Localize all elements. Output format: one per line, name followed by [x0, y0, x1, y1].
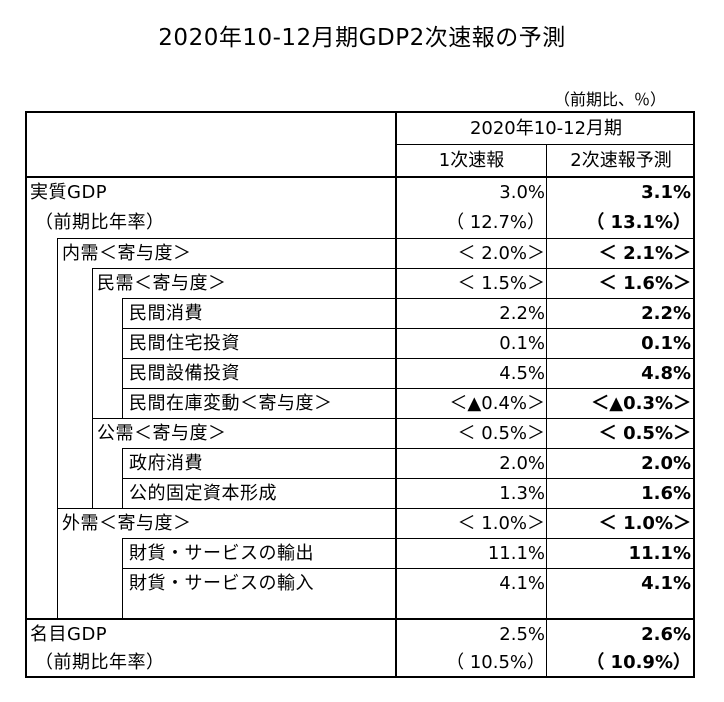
row-rule: [122, 328, 695, 329]
unit-note: （前期比、％）: [553, 90, 666, 109]
imports-second: 4.1%: [641, 573, 691, 594]
indent-rule: [122, 538, 123, 618]
nominal-gdp-second: 2.6%: [641, 624, 691, 645]
nominal-annualized-second: （ 10.9%）: [586, 652, 691, 673]
row-rule: [57, 508, 695, 509]
row-label-real-annualized: （前期比年率）: [35, 212, 165, 233]
real-gdp-second: 3.1%: [641, 182, 691, 203]
row-rule: [122, 568, 695, 569]
row-label-private-consumption: 民間消費: [129, 303, 203, 324]
real-annualized-first: （ 12.7%）: [446, 212, 545, 233]
external-demand-second: ＜ 1.0%＞: [598, 513, 691, 534]
row-label-private-inventory: 民間在庫変動＜寄与度＞: [129, 393, 333, 414]
row-rule: [122, 298, 695, 299]
page-title: 2020年10-12月期GDP2次速報の予測: [158, 25, 566, 51]
private-capex-first: 4.5%: [499, 363, 545, 384]
real-annualized-second: （ 13.1%）: [586, 212, 691, 233]
row-label-nominal-gdp: 名目GDP: [30, 624, 108, 645]
nominal-annualized-first: （ 10.5%）: [446, 652, 545, 673]
header-first-estimate: 1次速報: [438, 150, 505, 171]
row-label-public-investment: 公的固定資本形成: [129, 483, 277, 504]
row-label-domestic-demand: 内需＜寄与度＞: [62, 243, 192, 264]
header-period: 2020年10-12月期: [469, 118, 623, 139]
public-investment-first: 1.3%: [499, 483, 545, 504]
government-consumption-first: 2.0%: [499, 453, 545, 474]
indent-rule: [122, 448, 123, 508]
private-demand-first: ＜ 1.5%＞: [457, 273, 545, 294]
row-rule: [122, 388, 695, 389]
row-rule: [92, 418, 695, 419]
external-demand-first: ＜ 1.0%＞: [457, 513, 545, 534]
public-demand-first: ＜ 0.5%＞: [457, 423, 545, 444]
domestic-demand-second: ＜ 2.1%＞: [598, 243, 691, 264]
section-rule: [27, 618, 695, 620]
private-demand-second: ＜ 1.6%＞: [598, 273, 691, 294]
row-rule: [57, 238, 695, 239]
private-consumption-first: 2.2%: [499, 303, 545, 324]
public-demand-second: ＜ 0.5%＞: [598, 423, 691, 444]
public-investment-second: 1.6%: [641, 483, 691, 504]
row-label-private-capex: 民間設備投資: [129, 363, 240, 384]
indent-rule: [122, 298, 123, 418]
indent-rule: [57, 238, 58, 618]
row-label-government-consumption: 政府消費: [129, 453, 203, 474]
row-label-imports: 財貨・サービスの輸入: [129, 573, 314, 594]
column-divider: [395, 113, 397, 678]
row-label-external-demand: 外需＜寄与度＞: [62, 513, 192, 534]
row-label-nominal-annualized: （前期比年率）: [35, 652, 165, 673]
row-rule: [92, 268, 695, 269]
private-housing-second: 0.1%: [641, 333, 691, 354]
private-housing-first: 0.1%: [499, 333, 545, 354]
row-label-private-demand: 民需＜寄与度＞: [97, 273, 227, 294]
private-inventory-first: ＜▲0.4%＞: [449, 393, 545, 414]
row-label-public-demand: 公需＜寄与度＞: [97, 423, 227, 444]
row-label-exports: 財貨・サービスの輸出: [129, 543, 314, 564]
row-rule: [122, 448, 695, 449]
government-consumption-second: 2.0%: [641, 453, 691, 474]
row-label-private-housing: 民間住宅投資: [129, 333, 240, 354]
row-rule: [122, 478, 695, 479]
private-inventory-second: ＜▲0.3%＞: [591, 393, 691, 414]
row-rule: [122, 358, 695, 359]
row-rule: [122, 538, 695, 539]
real-gdp-first: 3.0%: [499, 182, 545, 203]
private-capex-second: 4.8%: [641, 363, 691, 384]
private-consumption-second: 2.2%: [641, 303, 691, 324]
gdp-forecast-table: 2020年10-12月期 1次速報 2次速報予測 実質GDP 3.0% 3.1%…: [25, 111, 695, 678]
column-divider: [546, 145, 547, 678]
exports-first: 11.1%: [487, 543, 545, 564]
header-bottom-rule: [27, 176, 695, 178]
domestic-demand-first: ＜ 2.0%＞: [457, 243, 545, 264]
row-label-real-gdp: 実質GDP: [30, 182, 108, 203]
header-mid-rule: [396, 144, 695, 145]
imports-first: 4.1%: [499, 573, 545, 594]
header-second-forecast: 2次速報予測: [570, 150, 672, 171]
exports-second: 11.1%: [628, 543, 691, 564]
indent-rule: [92, 268, 93, 508]
nominal-gdp-first: 2.5%: [499, 624, 545, 645]
